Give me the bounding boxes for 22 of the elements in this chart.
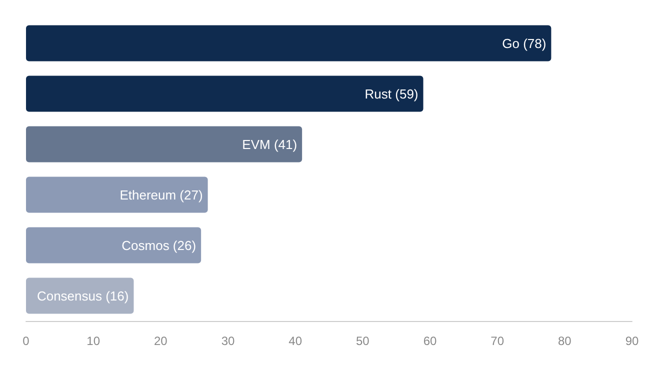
data-label: Cosmos (26) xyxy=(122,238,196,253)
x-tick-label: 40 xyxy=(288,334,302,348)
x-tick-label: 20 xyxy=(154,334,168,348)
x-tick-label: 0 xyxy=(22,334,30,348)
x-tick-label: 60 xyxy=(423,334,437,348)
data-label: Ethereum (27) xyxy=(120,187,203,202)
x-tick-label: 90 xyxy=(625,334,639,348)
bar xyxy=(26,227,202,264)
bar xyxy=(26,278,134,314)
x-tick-label: 30 xyxy=(221,334,235,348)
data-label: Go (78) xyxy=(502,36,546,51)
x-tick-label: 50 xyxy=(356,334,370,348)
bar xyxy=(26,25,552,62)
data-label: Consensus (16) xyxy=(36,288,129,304)
data-label: EVM (41) xyxy=(242,136,298,152)
bar xyxy=(26,76,424,112)
bar xyxy=(26,126,302,162)
x-tick-label: 80 xyxy=(558,334,572,348)
bar xyxy=(26,176,208,213)
x-tick-label: 70 xyxy=(490,334,504,348)
x-tick-label: 10 xyxy=(86,334,100,348)
data-label: Rust (59) xyxy=(364,86,418,102)
